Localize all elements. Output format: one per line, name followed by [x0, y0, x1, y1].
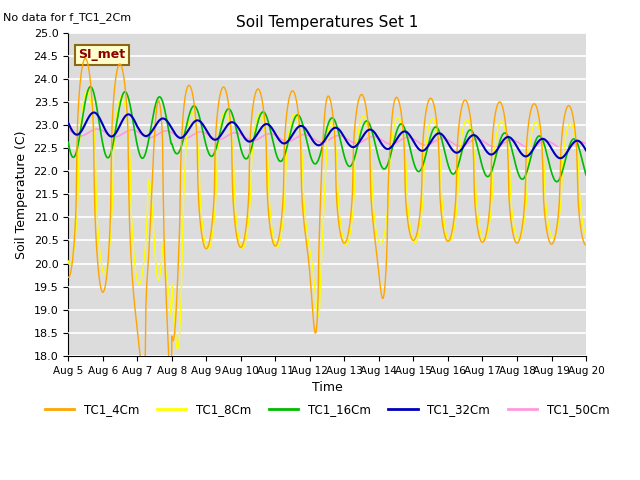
- Text: SI_met: SI_met: [79, 48, 125, 61]
- Title: Soil Temperatures Set 1: Soil Temperatures Set 1: [236, 15, 419, 30]
- X-axis label: Time: Time: [312, 381, 342, 394]
- Legend: TC1_4Cm, TC1_8Cm, TC1_16Cm, TC1_32Cm, TC1_50Cm: TC1_4Cm, TC1_8Cm, TC1_16Cm, TC1_32Cm, TC…: [40, 399, 614, 421]
- Text: No data for f_TC1_2Cm: No data for f_TC1_2Cm: [3, 12, 131, 23]
- Y-axis label: Soil Temperature (C): Soil Temperature (C): [15, 130, 28, 259]
